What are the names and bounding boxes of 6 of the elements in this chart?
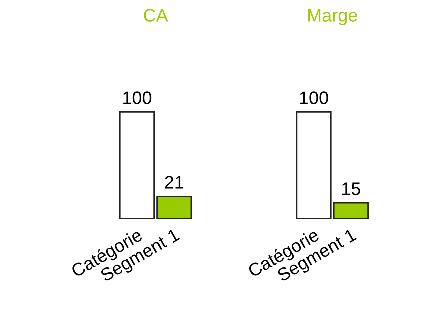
data-label: 100 [300, 92, 328, 104]
data-label: 100 [124, 92, 152, 104]
chart-title: CA [144, 9, 168, 22]
data-label: 21 [165, 176, 184, 189]
chart-title: Marge [308, 9, 358, 26]
data-label: 15 [342, 182, 360, 196]
